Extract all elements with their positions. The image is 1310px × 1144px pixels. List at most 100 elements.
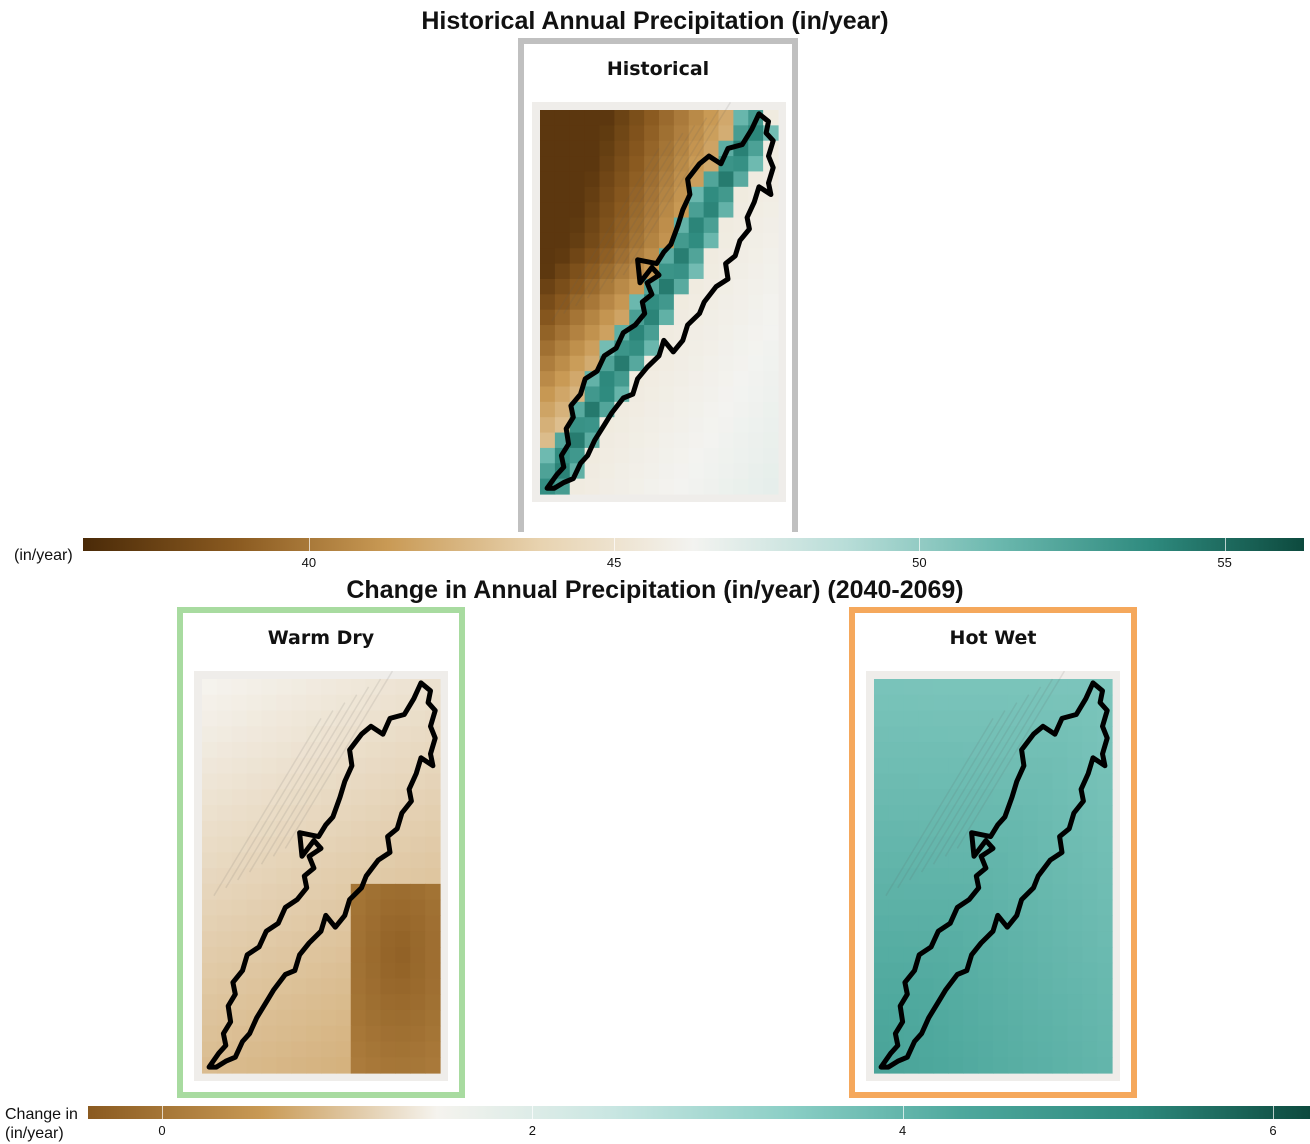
hot-wet-map-cell (874, 773, 890, 790)
historical-map-cell (644, 309, 660, 326)
historical-map-cell (718, 217, 734, 234)
hot-wet-map-cell (993, 742, 1009, 759)
change-colorbar (88, 1106, 1310, 1119)
warm-dry-map-cell (321, 1025, 337, 1043)
hot-wet-map-cell (874, 899, 890, 916)
historical-map-cell (569, 432, 586, 449)
warm-dry-map-cell (350, 915, 367, 932)
hot-wet-map-cell (888, 742, 905, 759)
historical-map-cell (733, 463, 749, 480)
warm-dry-map-cell (365, 1057, 382, 1074)
hot-wet-map-cell (874, 978, 890, 995)
historical-map-cell (748, 232, 764, 249)
hot-wet-map-cell (1097, 994, 1113, 1011)
warm-dry-map-cell (261, 836, 277, 853)
hot-wet-map-cell (874, 883, 890, 901)
warm-dry-map-cell (231, 757, 248, 775)
historical-map-cell (763, 278, 779, 295)
historical-map-cell (584, 325, 601, 341)
historical-map-cell (748, 355, 764, 372)
hot-wet-map-cell (993, 694, 1009, 712)
historical-map-cell (540, 355, 556, 372)
hot-wet-map-cell (1022, 994, 1039, 1011)
historical-map-terrain-line (610, 109, 720, 284)
hot-wet-panel: Hot Wet (849, 607, 1137, 1098)
hot-wet-map-cell (903, 836, 920, 853)
warm-dry-panel-label: Warm Dry (267, 627, 375, 649)
hot-wet-map-cell (903, 742, 920, 759)
historical-map-cell (540, 447, 556, 464)
historical-map-cell (733, 386, 749, 403)
warm-dry-map-cell (231, 805, 248, 822)
change-legend-tick-mark (902, 1106, 904, 1119)
historical-map-cell (733, 217, 749, 234)
hot-wet-map-cell (963, 710, 979, 727)
warm-dry-map-cell (425, 1025, 441, 1043)
historical-map-cell (659, 401, 675, 418)
hot-wet-map-cell (1007, 694, 1024, 712)
hot-wet-map-cell (1082, 820, 1098, 838)
warm-dry-map-cell (231, 710, 248, 727)
historical-map-cell (688, 386, 705, 403)
warm-dry-map-cell (335, 836, 352, 853)
historical-map-cell (688, 263, 705, 280)
warm-dry-map-cell (246, 742, 263, 759)
hot-wet-map-cell (1052, 694, 1068, 712)
hot-wet-map-cell (1037, 805, 1054, 822)
historical-map-cell (644, 340, 660, 357)
historical-map-cell (554, 217, 571, 234)
historical-map-cell (703, 232, 720, 249)
warm-dry-map-cell (276, 946, 292, 964)
hot-wet-map-cell (918, 805, 935, 822)
historical-map-cell (540, 171, 556, 188)
warm-dry-map-cell (410, 1041, 426, 1058)
hot-wet-map-cell (874, 915, 890, 932)
historical-panel: Historical (518, 38, 798, 532)
hot-wet-map-cell (993, 710, 1009, 727)
historical-map-cell (629, 463, 645, 480)
warm-dry-map-cell (365, 915, 382, 932)
warm-dry-map-cell (350, 773, 367, 790)
hot-wet-map-cell (874, 836, 890, 853)
historical-map-cell (554, 186, 571, 203)
historical-map-cell (614, 140, 630, 157)
warm-dry-map-cell (246, 820, 263, 838)
hot-wet-map-cell (948, 836, 964, 853)
hot-wet-map-cell (903, 868, 920, 885)
warm-dry-map-cell (276, 820, 292, 838)
historical-map-cell (659, 432, 675, 449)
warm-dry-map-cell (410, 742, 426, 759)
historical-map-cell (718, 340, 734, 357)
warm-dry-map-cell (216, 962, 233, 980)
hot-wet-map-cell (1082, 789, 1098, 806)
hot-wet-map-cell (918, 852, 935, 869)
hot-wet-map-cell (918, 915, 935, 932)
warm-dry-map-terrain-line (213, 718, 322, 897)
hot-wet-map-cell (1082, 836, 1098, 853)
historical-map-ridge-outline (544, 111, 776, 491)
historical-map-cell (629, 217, 645, 234)
warm-dry-map-cell (410, 868, 426, 885)
warm-dry-map-cell (335, 994, 352, 1011)
warm-dry-map-cell (202, 726, 218, 743)
hot-wet-map-cell (874, 962, 890, 980)
hot-wet-map-terrain-lines (885, 671, 1066, 897)
historical-map-cell (748, 156, 764, 173)
hot-wet-map-cell (918, 679, 935, 696)
warm-dry-map-cell (380, 1009, 396, 1027)
warm-dry-map-cell (202, 773, 218, 790)
warm-dry-map-cell (365, 1025, 382, 1043)
historical-map-cell (733, 202, 749, 219)
warm-dry-map-cell (335, 962, 352, 980)
historical-map-cell (703, 125, 720, 142)
historical-map-cell (748, 278, 764, 295)
hot-wet-map-cell (1037, 710, 1054, 727)
historical-map-cell (673, 110, 690, 126)
hot-wet-map-cell (948, 726, 964, 743)
historical-map-cell (748, 325, 764, 341)
historical-map-cell (599, 294, 615, 311)
warm-dry-map-cell (365, 820, 382, 838)
warm-dry-map-cell (306, 946, 322, 964)
hot-wet-map-cell (963, 805, 979, 822)
change-legend-tick-mark (162, 1106, 164, 1119)
